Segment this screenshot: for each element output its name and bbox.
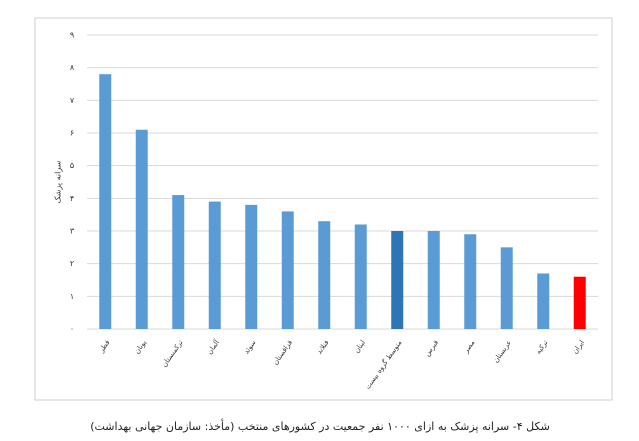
bar xyxy=(354,224,367,329)
bar xyxy=(281,211,294,329)
chart-frame xyxy=(34,17,613,401)
bar xyxy=(172,195,185,329)
bar xyxy=(537,273,550,329)
bar xyxy=(500,247,513,329)
chart-caption: شکل ۴- سرانه پزشک به ازای ۱۰۰۰ نفر جمعیت… xyxy=(90,418,550,433)
bar xyxy=(391,231,404,329)
bar xyxy=(573,276,586,329)
y-tick-label: ۴ xyxy=(70,194,74,203)
y-tick-label: ۵ xyxy=(70,161,74,170)
y-tick-label: ۱ xyxy=(70,292,74,301)
bar xyxy=(208,201,221,329)
y-tick-label: ۲ xyxy=(70,259,74,268)
bar xyxy=(318,221,331,329)
y-tick-label: ۳ xyxy=(70,227,75,236)
bar xyxy=(99,74,112,329)
bar xyxy=(427,231,440,329)
y-tick-label: ۶ xyxy=(70,129,74,138)
bar xyxy=(135,129,148,329)
bar xyxy=(464,234,477,329)
y-tick-label: ۹ xyxy=(70,31,74,40)
y-axis-label: سرانه پزشک xyxy=(54,160,63,203)
y-tick-label: ۸ xyxy=(70,63,75,72)
y-tick-label: ۰ xyxy=(70,325,74,334)
bar xyxy=(245,204,258,329)
y-tick-label: ۷ xyxy=(70,96,75,105)
